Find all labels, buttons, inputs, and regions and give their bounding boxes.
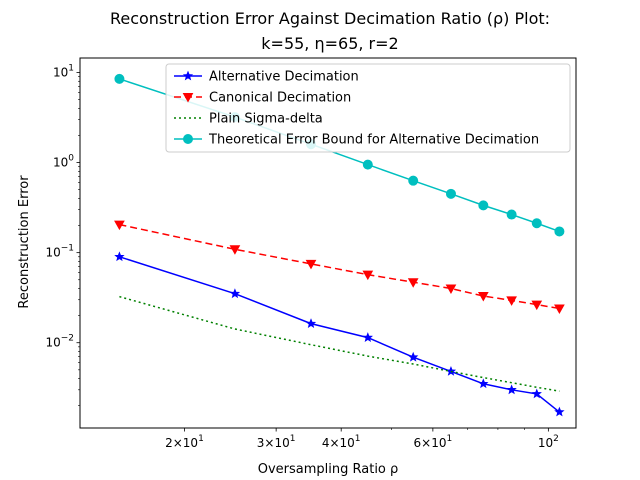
legend-entry-1: Canonical Decimation: [174, 91, 351, 106]
x-tick-label: 4×101: [322, 434, 361, 450]
series-2: [119, 295, 560, 392]
legend-marker: [183, 134, 193, 144]
legend-entry-0: Alternative Decimation: [174, 70, 359, 85]
data-point: [362, 270, 374, 281]
data-point: [229, 245, 241, 255]
data-point: [478, 378, 489, 389]
plot-area: [79, 57, 577, 429]
data-point: [114, 251, 125, 262]
data-point: [305, 318, 317, 328]
legend-marker: [182, 93, 194, 103]
series-line-0: [119, 256, 560, 413]
x-tick-label: 102: [538, 434, 559, 450]
series-layer: [114, 73, 565, 417]
data-point: [114, 220, 125, 231]
legend-box: [165, 63, 571, 153]
series-1: [114, 220, 565, 314]
data-point: [445, 284, 457, 295]
chart-title-line-2: k=55, η=65, r=2: [261, 34, 398, 53]
data-point: [506, 209, 517, 220]
legend-label: Plain Sigma-delta: [209, 112, 323, 127]
legend-label: Alternative Decimation: [209, 70, 359, 85]
data-point: [407, 278, 419, 288]
series-0: [114, 251, 565, 417]
x-tick-label: 3×101: [257, 434, 296, 450]
data-point: [445, 188, 456, 199]
data-point: [531, 388, 542, 399]
data-point: [554, 304, 565, 314]
legend-marker: [182, 70, 194, 81]
data-point: [114, 73, 125, 84]
x-axis-label: Oversampling Ratio ρ: [258, 462, 399, 477]
legend: Alternative Decimation Canonical Decimati…: [165, 63, 571, 153]
legend-label: Theoretical Error Bound for Alternative …: [208, 133, 539, 148]
data-point: [506, 384, 517, 395]
data-point: [554, 406, 565, 417]
y-axis-label: Reconstruction Error: [17, 175, 32, 309]
axes-frame: [79, 57, 577, 429]
ticks-layer: 10−2 10−1 100 101 2×101 3×101 4×101 6×101 102: [45, 64, 558, 450]
legend-label: Canonical Decimation: [209, 91, 351, 106]
legend-entry-3: Theoretical Error Bound for Alternative …: [174, 133, 539, 148]
data-point: [531, 300, 543, 311]
y-tick-label: 101: [53, 64, 74, 80]
data-point: [408, 351, 419, 362]
data-point: [229, 288, 241, 299]
data-point: [408, 175, 419, 186]
data-point: [362, 332, 373, 342]
data-point: [506, 296, 517, 306]
series-line-2: [119, 295, 560, 392]
series-line-1: [119, 223, 560, 310]
chart-title-line-1: Reconstruction Error Against Decimation …: [110, 9, 550, 28]
data-point: [362, 159, 373, 170]
data-point: [305, 259, 317, 270]
data-point: [477, 292, 489, 302]
data-point: [478, 200, 489, 211]
y-tick-label: 100: [53, 154, 74, 170]
x-tick-label: 6×101: [414, 434, 453, 450]
x-tick-label: 2×101: [165, 434, 204, 450]
y-tick-label: 10−1: [45, 244, 74, 260]
y-tick-label: 10−2: [45, 334, 74, 350]
data-point: [531, 218, 542, 229]
data-point: [554, 226, 565, 237]
legend-entry-2: Plain Sigma-delta: [174, 112, 323, 127]
